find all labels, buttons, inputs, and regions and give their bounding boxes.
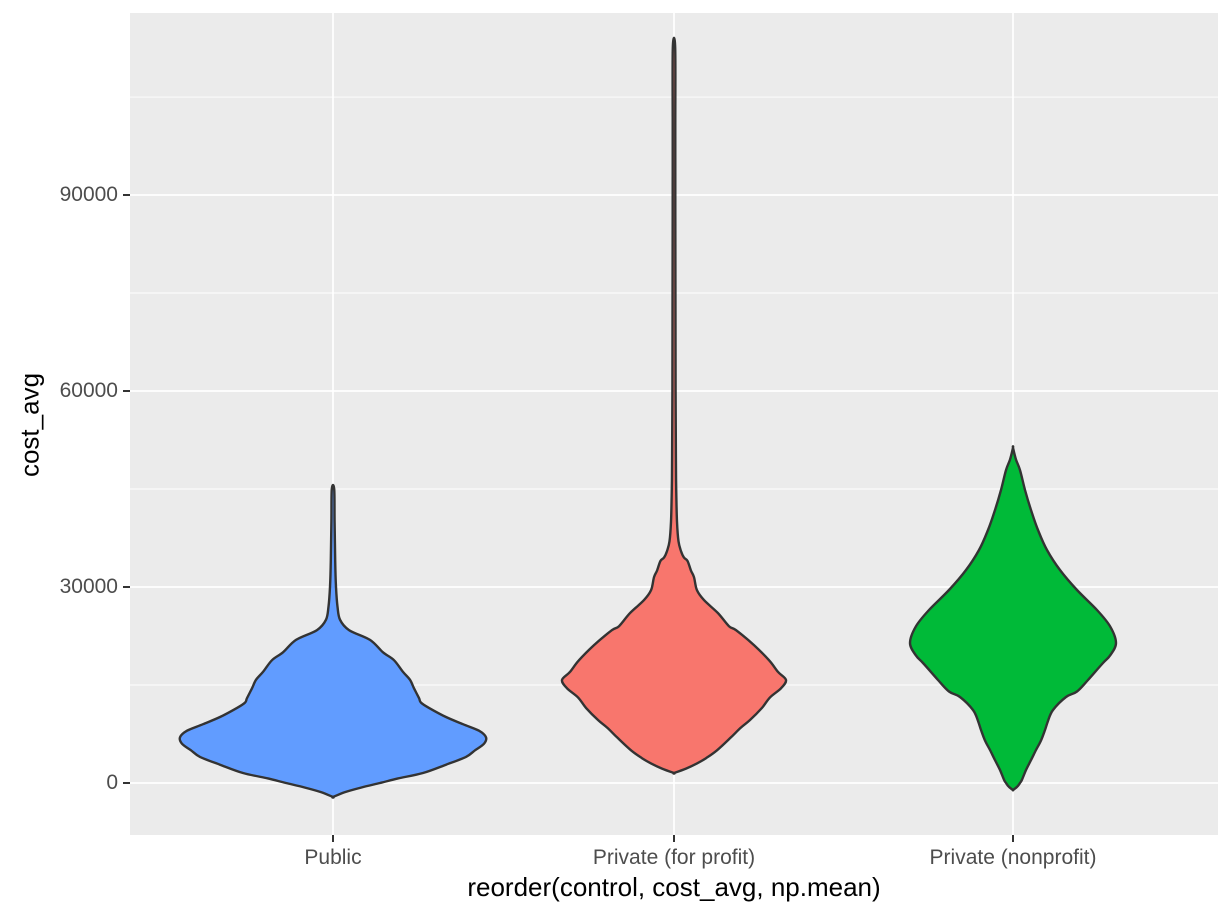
y-tick-label: 0: [106, 770, 118, 794]
plot-panel: [130, 13, 1218, 835]
y-tick-label: 60000: [59, 379, 118, 402]
y-tick-label: 90000: [59, 183, 118, 206]
x-tick-label: Private (for profit): [592, 846, 756, 869]
x-tick-label: Private (nonprofit): [929, 846, 1097, 869]
violin-private-nonprofit: [908, 445, 1118, 792]
y-tick-mark: [123, 586, 130, 588]
x-tick-mark: [1012, 835, 1014, 842]
y-tick-mark: [123, 390, 130, 392]
x-axis-title: reorder(control, cost_avg, np.mean): [467, 872, 881, 902]
violin-private-for-profit: [560, 36, 788, 775]
y-tick-mark: [123, 781, 130, 784]
x-tick-label: Public: [304, 846, 362, 869]
x-tick-mark: [673, 835, 675, 842]
x-tick-mark: [332, 835, 334, 842]
violin-public: [178, 483, 488, 799]
violin-chart-svg: [130, 13, 1218, 835]
y-tick-label: 30000: [59, 575, 118, 598]
y-tick-mark: [123, 194, 130, 196]
